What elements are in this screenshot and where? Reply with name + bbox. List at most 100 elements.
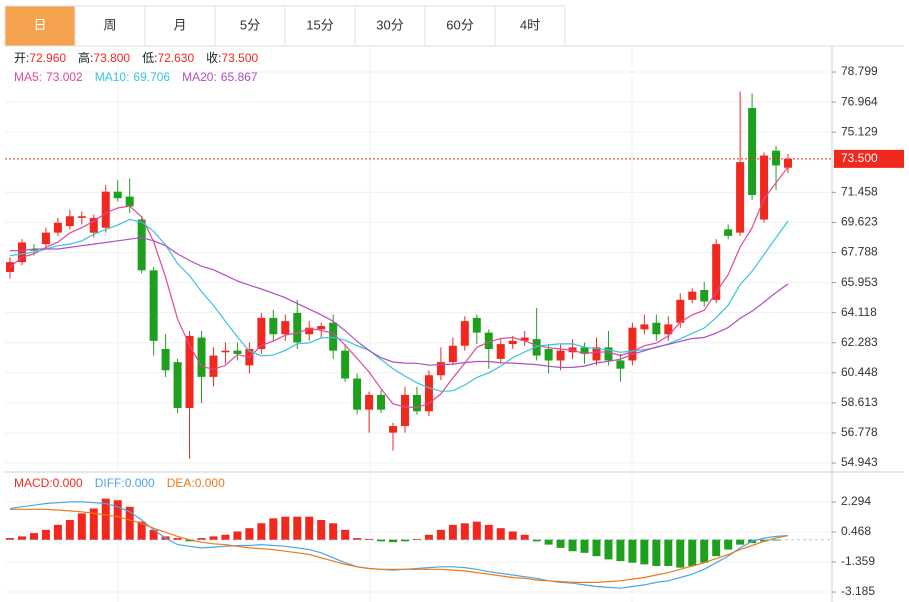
candle-body: [233, 350, 242, 354]
candle-body: [460, 321, 469, 346]
macd-bar: [496, 528, 505, 540]
legend: MACD:0.000 DIFF:0.000 DEA:0.000: [14, 476, 225, 490]
candle-body: [329, 322, 338, 351]
candle-body: [580, 347, 589, 354]
legend-name: DIFF:: [95, 476, 125, 490]
candle-body: [293, 312, 302, 343]
macd-bar: [209, 536, 218, 540]
candle-body: [544, 349, 553, 361]
macd-bar: [137, 521, 146, 540]
y-tick-label: 60.448: [841, 365, 878, 379]
candle-body: [520, 337, 529, 341]
tab-label[interactable]: 60分: [446, 17, 473, 32]
macd-bar: [520, 534, 529, 540]
candle-body: [113, 191, 122, 199]
macd-bar: [221, 534, 230, 540]
candle-body: [508, 340, 517, 345]
macd-bar: [365, 538, 374, 540]
candle-body: [688, 291, 697, 300]
tab[interactable]: [4, 5, 76, 47]
candle-body: [772, 150, 781, 166]
tab-label[interactable]: 月: [173, 17, 186, 32]
macd-bar: [317, 519, 326, 540]
candle-body: [652, 322, 661, 335]
macd-bar: [652, 539, 661, 566]
legend-name: MA10:: [95, 70, 130, 84]
macd-bar: [101, 498, 110, 540]
candle-body: [377, 394, 386, 410]
tab-label[interactable]: 4时: [520, 17, 540, 32]
tab[interactable]: [424, 5, 496, 47]
tab-label[interactable]: 周: [103, 17, 116, 32]
tab[interactable]: [494, 5, 566, 47]
macd-bar: [484, 524, 493, 540]
candle-body: [101, 191, 110, 228]
y-tick-label: 65.953: [841, 275, 878, 289]
candle-body: [41, 232, 50, 245]
macd-bar: [544, 539, 553, 545]
y-tick-label: 2.294: [841, 494, 871, 508]
candle-body: [317, 326, 326, 330]
legend-name: 开:: [14, 51, 29, 65]
macd-bar: [305, 516, 314, 540]
ma-line: [9, 166, 789, 409]
macd-bar: [53, 524, 62, 540]
macd-bar: [532, 539, 541, 542]
candle-body: [137, 219, 146, 271]
macd-bar: [329, 523, 338, 540]
last-price-box: [834, 149, 904, 168]
macd-bar: [772, 539, 781, 541]
macd-bar: [664, 539, 673, 566]
candle-body: [724, 229, 733, 236]
candle-body: [592, 347, 601, 361]
macd-bar: [616, 539, 625, 562]
tab-label[interactable]: 30分: [376, 17, 403, 32]
macd-bar: [448, 524, 457, 540]
macd-bar: [580, 539, 589, 553]
legend-name: MA20:: [182, 70, 217, 84]
tab[interactable]: [214, 5, 286, 47]
y-tick-label: 56.778: [841, 425, 878, 439]
y-tick-label: 58.613: [841, 395, 878, 409]
macd-bar: [568, 539, 577, 552]
candle-body: [197, 337, 206, 377]
macd-bar: [41, 529, 50, 540]
macd-bar: [424, 534, 433, 540]
macd-bar: [592, 539, 601, 557]
tab-label[interactable]: 5分: [240, 17, 260, 32]
macd-bar: [341, 529, 350, 540]
macd-bar: [185, 539, 194, 542]
tab[interactable]: [284, 5, 356, 47]
candle-body: [616, 360, 625, 369]
legend: MA5: 73.002 MA10: 69.706 MA20: 65.867: [14, 70, 258, 84]
candle-body: [700, 290, 709, 302]
legend-value: 0.000: [53, 476, 83, 490]
candle-body: [712, 244, 721, 300]
tab-label[interactable]: 日: [33, 17, 46, 32]
candle-body: [448, 345, 457, 363]
legend: 开:72.960 高:73.800 低:72.630 收:73.500: [14, 50, 259, 65]
candle-body: [676, 299, 685, 323]
candle-body: [305, 327, 314, 335]
macd-bar: [736, 539, 745, 545]
candle-body: [221, 350, 230, 353]
macd-bar: [149, 529, 158, 540]
macd-bar: [508, 531, 517, 540]
candle-body: [17, 242, 26, 263]
macd-bar: [760, 539, 769, 542]
y-tick-label: 67.788: [841, 245, 878, 259]
tab-label[interactable]: 15分: [306, 17, 333, 32]
macd-bar: [89, 508, 98, 540]
macd-bar: [6, 538, 14, 540]
tab[interactable]: [354, 5, 426, 47]
candle-body: [53, 222, 62, 233]
legend-value: 73.002: [46, 70, 83, 84]
macd-bar: [65, 519, 74, 540]
y-tick-label: 69.623: [841, 215, 878, 229]
macd-bar: [700, 539, 709, 563]
legend-value: 69.706: [133, 70, 170, 84]
macd-bar: [460, 523, 469, 540]
macd-bar: [556, 539, 565, 548]
candle-body: [640, 324, 649, 330]
